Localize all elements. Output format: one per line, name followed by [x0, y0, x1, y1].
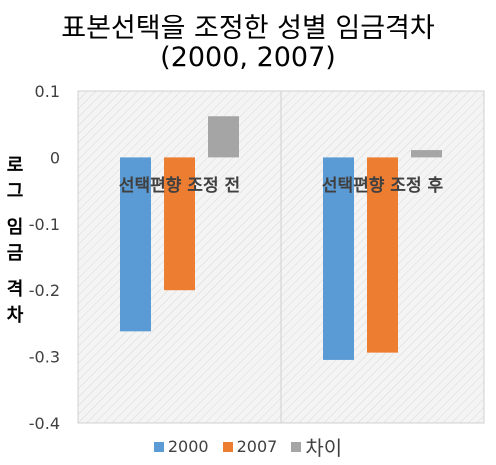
y-tick-label: 0.1	[35, 82, 60, 101]
bar-2000-1	[323, 157, 354, 360]
y-axis-label-char: 격	[6, 279, 24, 300]
y-axis-label-char: 금	[6, 243, 24, 264]
legend-label: 차이	[305, 436, 343, 460]
y-tick-label: -0.3	[29, 348, 60, 367]
legend-item: 차이	[291, 432, 342, 461]
bar-2007-0	[164, 157, 195, 291]
legend-swatch	[153, 441, 164, 452]
legend-item: 2007	[222, 437, 278, 456]
category-label: 선택편향 조정 후	[322, 175, 444, 196]
bar-2007-1	[367, 157, 398, 353]
y-tick-label: -0.4	[29, 414, 60, 433]
legend-item: 2000	[153, 437, 209, 456]
y-tick-label: 0	[50, 148, 60, 167]
legend-label: 2007	[236, 437, 278, 456]
legend-swatch	[291, 441, 302, 452]
y-tick-label: -0.1	[29, 215, 60, 234]
legend-swatch	[222, 441, 233, 452]
bar-차이-1	[411, 150, 442, 158]
y-axis-label-char: 임	[6, 217, 24, 238]
legend-label: 2000	[167, 437, 209, 456]
y-axis-label-char: 차	[6, 305, 24, 326]
bar-2000-0	[120, 157, 151, 332]
y-axis-label-char: 그	[6, 181, 24, 202]
chart-title: 표본선택을 조정한 성별 임금격차	[61, 13, 435, 44]
y-axis-label-char: 로	[6, 155, 24, 176]
chart-subtitle: (2000, 2007)	[160, 42, 336, 73]
bar-차이-0	[208, 116, 239, 158]
y-tick-label: -0.2	[29, 281, 60, 300]
legend: 2000 2007 차이	[0, 432, 496, 461]
category-label: 선택편향 조정 전	[119, 175, 240, 196]
